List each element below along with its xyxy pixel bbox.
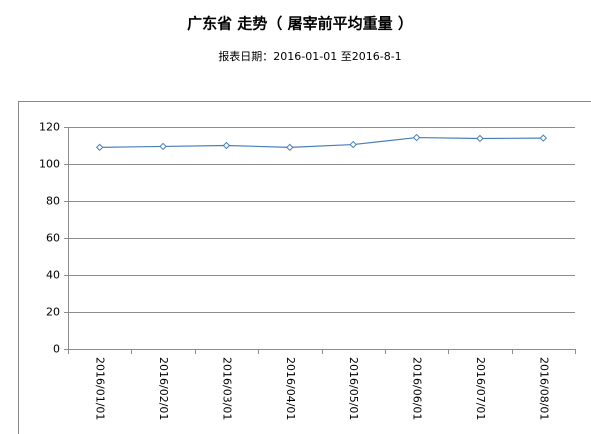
chart-title: 广东省 走势（ 屠宰前平均重量 ） [187,15,413,33]
y-tick-label: 120 [39,121,60,134]
chart-subtitle: 报表日期：2016-01-01 至2016-8-1 [218,49,401,63]
x-tick-label: 2016/01/01 [94,357,107,420]
y-tick-label: 100 [39,158,60,171]
data-point [476,134,484,143]
data-point [349,140,357,149]
x-tick-label: 2016/04/01 [284,357,297,420]
y-tick-label: 0 [53,343,60,356]
y-tick-label: 20 [46,306,60,319]
data-point [539,134,548,142]
data-point [412,133,421,142]
series-line [99,136,544,148]
data-point [95,143,104,152]
x-tick-label: 2016/05/01 [347,357,360,420]
chart-frame [18,101,591,434]
data-point [286,143,294,152]
x-tick-label: 2016/08/01 [537,357,550,420]
y-tick-label: 60 [46,232,60,245]
y-tick-label: 80 [46,195,60,208]
data-point [222,141,231,150]
x-tick-label: 2016/02/01 [157,357,170,420]
x-tick-label: 2016/07/01 [474,357,487,420]
y-tick-label: 40 [46,269,60,282]
x-tick-label: 2016/06/01 [411,357,424,420]
x-tick-label: 2016/03/01 [220,357,233,420]
data-point [159,142,167,151]
